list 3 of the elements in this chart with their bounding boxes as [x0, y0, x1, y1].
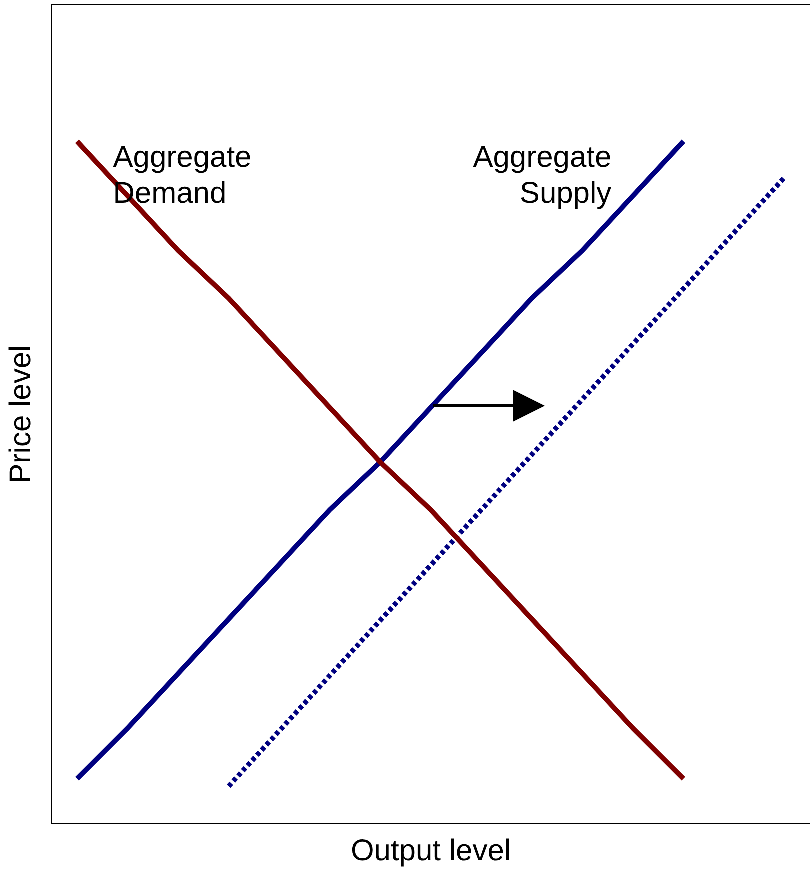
- y-axis-title: Price level: [4, 345, 38, 484]
- x-axis-title: Output level: [350, 834, 512, 868]
- series-label: Aggregate Supply: [473, 140, 612, 210]
